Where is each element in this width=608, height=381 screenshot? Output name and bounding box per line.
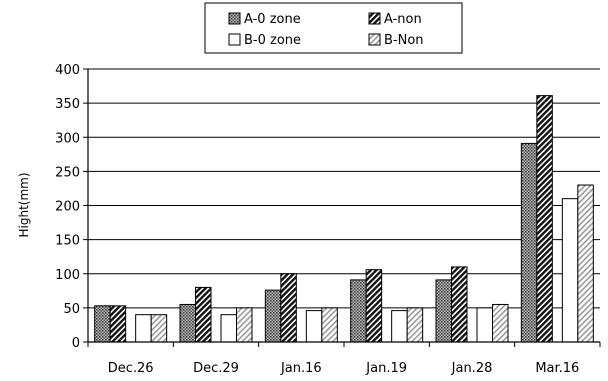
bar-a-non-jan-19 (365, 269, 383, 343)
bar-a-0-zone-jan-16 (264, 289, 282, 343)
x-tick-label: Mar.16 (535, 361, 579, 376)
y-tick-label: 250 (55, 165, 80, 180)
legend: A-0 zone A-non B-0 zone B-Non (204, 2, 463, 54)
legend-entry-b-non: B-Non (368, 33, 424, 48)
bar-a-0-zone-mar-16 (520, 142, 538, 343)
x-tick-label: Jan.19 (365, 361, 407, 376)
bar-b-0-zone-dec-26 (135, 314, 152, 343)
bar-a-non-mar-16 (536, 95, 553, 343)
legend-entry-b-0-zone: B-0 zone (228, 33, 301, 48)
bars (94, 95, 594, 343)
legend-label: A-0 zone (244, 12, 301, 27)
bar-a-non-jan-16 (280, 273, 297, 343)
legend-swatch (368, 33, 381, 46)
x-tick-label: Dec.26 (108, 361, 154, 376)
bar-b-non-dec-26 (150, 314, 168, 343)
bar-a-0-zone-dec-29 (179, 303, 196, 343)
y-tick-labels: 0 50 100 150 200 250 300 350 400 (55, 63, 80, 351)
bar-a-non-dec-26 (109, 305, 127, 343)
y-tick-label: 300 (55, 131, 80, 146)
bar-b-0-zone-jan-16 (305, 310, 323, 343)
gridlines (83, 68, 600, 343)
y-tick-label: 150 (55, 234, 80, 249)
bar-a-0-zone-dec-26 (94, 305, 111, 343)
legend-swatch (368, 12, 381, 25)
y-tick-label: 50 (63, 302, 80, 317)
legend-label: A-non (384, 12, 422, 27)
legend-label: B-0 zone (244, 33, 301, 48)
y-tick-label: 400 (55, 63, 80, 78)
bar-b-non-jan-28 (492, 303, 509, 343)
y-tick-label: 0 (72, 336, 80, 351)
y-axis-label: Hight(mm) (17, 172, 31, 237)
y-tick-label: 200 (55, 200, 80, 215)
bar-b-non-mar-16 (577, 184, 594, 343)
x-tick-label: Dec.29 (193, 361, 239, 376)
legend-label: B-Non (384, 33, 424, 48)
axes (87, 69, 601, 347)
legend-entry-a-0-zone: A-0 zone (228, 12, 301, 27)
bar-a-non-dec-29 (195, 286, 212, 343)
x-tick-label: Jan.28 (451, 361, 493, 376)
x-tick-label: Jan.16 (280, 361, 322, 376)
bar-b-0-zone-jan-19 (391, 310, 408, 343)
bar-b-0-zone-dec-29 (220, 314, 237, 343)
legend-box (204, 2, 463, 54)
bar-b-non-jan-19 (406, 307, 424, 343)
bar-b-0-zone-jan-28 (476, 307, 493, 343)
legend-entry-a-non: A-non (368, 12, 422, 27)
y-tick-label: 350 (55, 97, 80, 112)
x-tick-labels: Dec.26 Dec.29 Jan.16 Jan.19 Jan.28 Mar.16 (108, 361, 580, 376)
bar-a-0-zone-jan-28 (435, 279, 452, 343)
bar-b-non-jan-16 (321, 307, 338, 343)
y-tick-label: 100 (55, 268, 80, 283)
legend-swatch (228, 12, 241, 25)
legend-swatch (228, 33, 241, 46)
bar-a-0-zone-jan-19 (350, 279, 367, 343)
bar-b-non-dec-29 (236, 307, 253, 343)
bar-b-0-zone-mar-16 (561, 198, 579, 343)
bar-a-non-jan-28 (451, 266, 468, 343)
